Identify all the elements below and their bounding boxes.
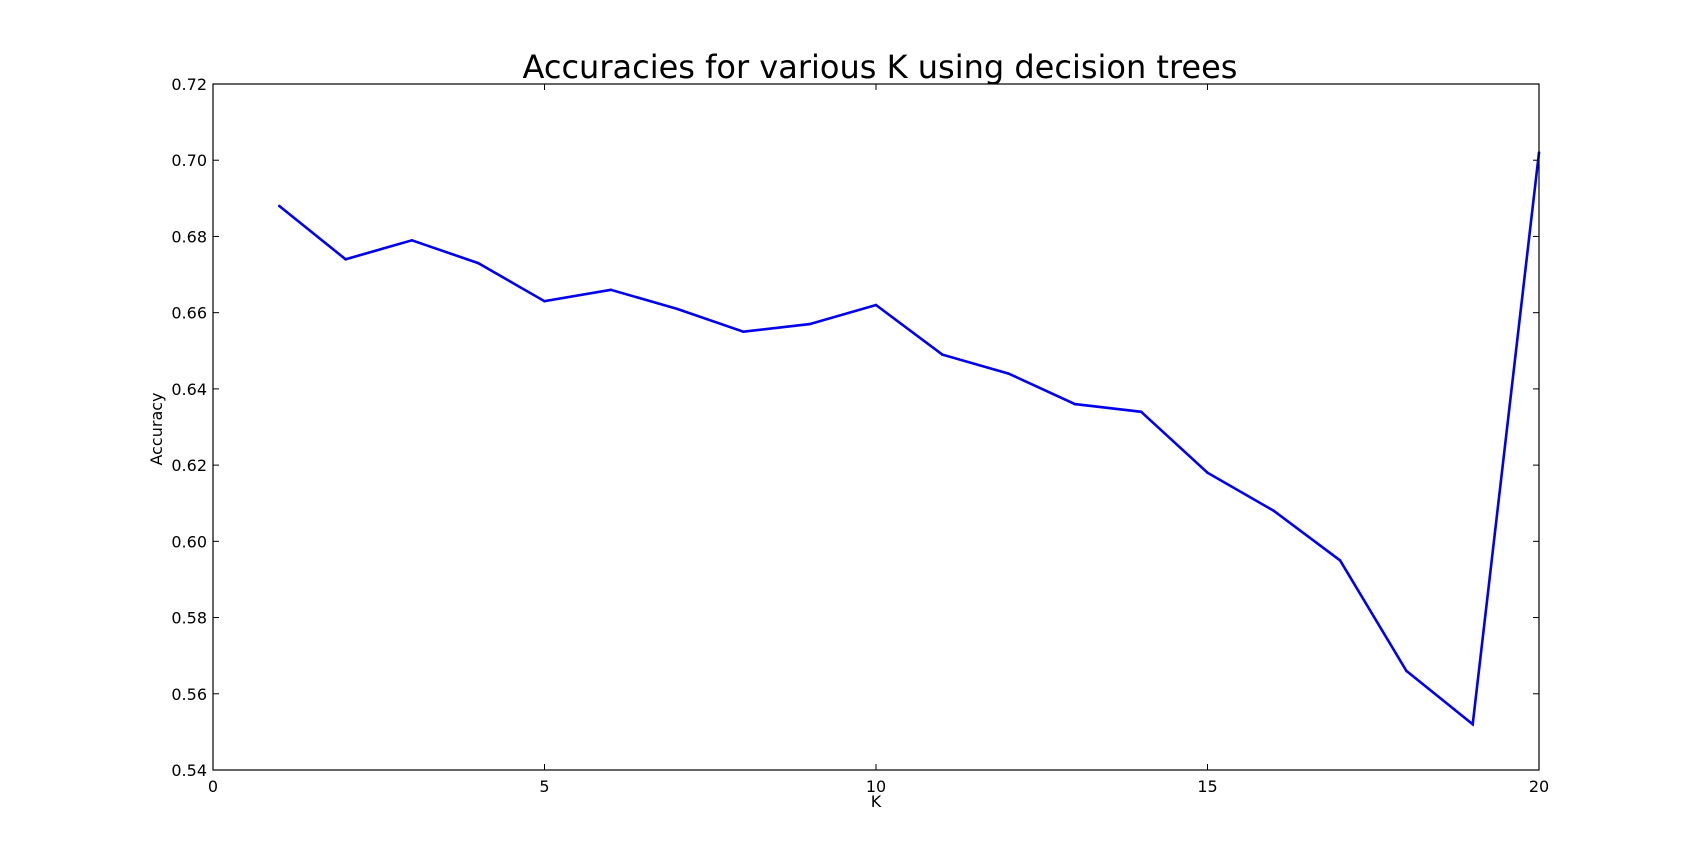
y-axis-title: Accuracy [147,392,166,465]
y-tick-label: 0.62 [171,456,207,475]
data-point [543,299,546,303]
data-point [1272,509,1276,513]
data-point [808,322,811,326]
data-point [941,353,944,356]
data-point [675,307,679,311]
data-point [1206,471,1209,475]
ticks-layer: 0 5 10 15 20 0.54 0.56 0.58 0.60 0.62 0.64 0.66 0.68… [171,75,1549,796]
y-tick-label: 0.60 [171,532,207,551]
x-tick-label: 20 [1529,777,1549,796]
y-tick-label: 0.58 [171,609,207,628]
x-tick-label: 0 [208,777,218,796]
y-tick-label: 0.56 [171,685,207,704]
data-point [1139,410,1143,414]
series-line [278,152,1541,727]
data-point [1338,559,1342,562]
data-point [476,261,480,265]
y-tick-label: 0.54 [171,761,207,780]
x-axis-title: K [871,792,882,811]
data-point [1073,402,1077,406]
data-point [609,288,613,292]
data-point [1405,669,1408,673]
x-tick-label: 15 [1197,777,1217,796]
chart-title: Accuracies for various K using decision … [523,48,1238,86]
data-point [344,258,347,261]
data-point [874,303,878,307]
x-tick-label: 10 [866,777,886,796]
data-point [278,204,281,208]
data-point [742,330,745,334]
data-point [1007,372,1010,375]
y-tick-label: 0.70 [171,151,207,170]
data-point [1471,722,1474,726]
data-point [410,238,414,242]
plot-area [278,151,1541,727]
y-tick-label: 0.64 [171,380,207,399]
y-tick-label: 0.66 [171,304,207,323]
y-tick-label: 0.68 [171,227,207,246]
axes-frame [212,83,1540,771]
y-tick-label: 0.72 [171,75,207,94]
x-tick-label: 5 [539,777,549,796]
